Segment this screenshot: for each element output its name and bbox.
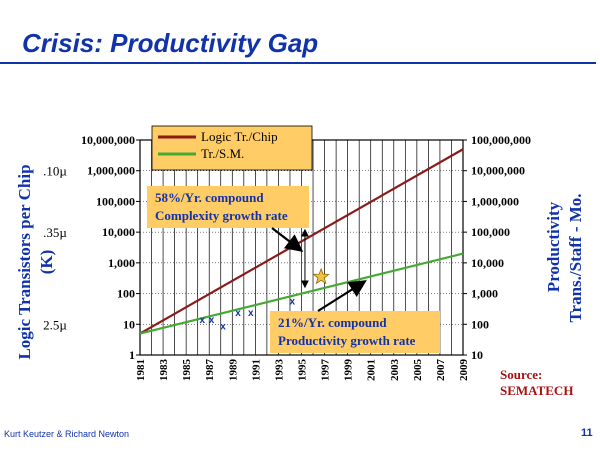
x-tick-label: 2007 xyxy=(435,359,447,382)
annotation-line2-complexity: Complexity growth rate xyxy=(155,208,288,223)
x-tick-label: 1987 xyxy=(204,359,216,382)
annotation-arrow-productivity xyxy=(317,280,367,312)
x-tick-label: 2005 xyxy=(412,359,424,382)
left-axis-unit: (K) xyxy=(37,250,56,275)
title-rule xyxy=(0,62,596,64)
right-tick-label: 1,000 xyxy=(471,287,498,301)
right-tick-label: 100,000 xyxy=(471,225,510,239)
x-tick-label: 1983 xyxy=(158,359,170,382)
page-number: 11 xyxy=(581,427,593,439)
source-name: SEMATECH xyxy=(500,383,574,398)
x-tick-label: 1997 xyxy=(320,359,332,382)
scatter-x-mark: x xyxy=(209,315,215,326)
x-tick-label: 2009 xyxy=(458,359,470,382)
legend-label: Logic Tr./Chip xyxy=(201,129,278,144)
x-tick-label: 1993 xyxy=(273,359,285,382)
x-tick-label: 1985 xyxy=(181,359,193,382)
scatter-x-mark: x xyxy=(200,315,206,326)
legend-label: Tr./S.M. xyxy=(201,146,244,161)
scatter-x-mark: x xyxy=(220,322,226,333)
right-tick-label: 10,000 xyxy=(471,256,504,270)
scatter-x-mark: x xyxy=(248,308,254,319)
source-note: Source: SEMATECH xyxy=(500,367,573,399)
left-tick-label: 100 xyxy=(117,287,135,301)
x-tick-label: 1999 xyxy=(343,359,355,382)
series-line-tr-sm xyxy=(139,252,464,335)
left-tick-label: 1 xyxy=(129,348,135,362)
annotation-line1-complexity: 58%/Yr. compound xyxy=(155,190,264,205)
slide-title: Crisis: Productivity Gap xyxy=(22,28,319,58)
right-tick-label: 100,000,000 xyxy=(471,133,531,147)
annotation-line1-productivity: 21%/Yr. compound xyxy=(278,315,387,330)
right-axis-label-line1: Productivity xyxy=(544,201,563,292)
x-tick-label: 1981 xyxy=(135,359,147,381)
annotation-line2-productivity: Productivity growth rate xyxy=(278,333,416,348)
source-label: Source: xyxy=(500,367,543,382)
right-tick-label: 1,000,000 xyxy=(471,194,519,208)
annotation-arrow-complexity xyxy=(271,227,304,252)
feature-size-label: .35µ xyxy=(43,225,67,240)
annotation-box-productivity xyxy=(270,311,440,353)
scatter-x-mark: x xyxy=(289,296,295,307)
right-tick-label: 10 xyxy=(471,348,483,362)
feature-size-label: .10µ xyxy=(43,164,67,179)
right-tick-label: 100 xyxy=(471,317,489,331)
x-tick-label: 1991 xyxy=(250,359,262,381)
x-tick-label: 2003 xyxy=(389,359,401,382)
left-tick-label: 1,000 xyxy=(108,256,135,270)
left-tick-label: 10,000,000 xyxy=(81,133,135,147)
feature-size-label: 2.5µ xyxy=(43,317,67,332)
star-mark xyxy=(312,267,330,285)
footer-author: Kurt Keutzer & Richard Newton xyxy=(4,429,130,439)
left-tick-label: 10 xyxy=(123,317,135,331)
right-axis-label-line2: Trans./Staff - Mo. xyxy=(566,193,585,322)
annotation-box-complexity xyxy=(147,186,309,228)
x-tick-label: 1995 xyxy=(297,359,309,382)
left-axis-label: Logic Transistors per Chip xyxy=(15,164,34,359)
x-tick-label: 1989 xyxy=(227,359,239,382)
x-tick-label: 2001 xyxy=(366,359,378,381)
scatter-x-mark: x xyxy=(235,308,241,319)
left-tick-label: 1,000,000 xyxy=(87,164,135,178)
left-tick-label: 10,000 xyxy=(102,225,135,239)
legend-box xyxy=(151,125,313,171)
left-tick-label: 100,000 xyxy=(96,194,135,208)
right-tick-label: 10,000,000 xyxy=(471,164,525,178)
